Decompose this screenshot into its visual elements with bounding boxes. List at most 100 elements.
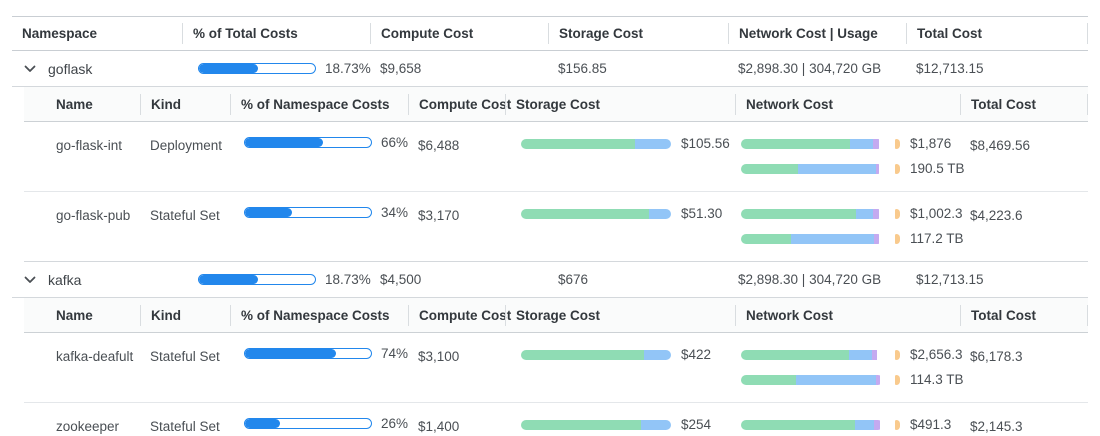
compute-cost-value: $4,500 <box>380 272 422 287</box>
col-header-compute: Compute Cost <box>370 23 548 44</box>
nested-table-header: Name Kind % of Namespace Costs Compute C… <box>24 87 1088 122</box>
network-cost-usage-value: $2,898.30 | 304,720 GB <box>738 61 882 76</box>
network-cost-cell: $491.3 64 TB <box>735 416 960 436</box>
compute-cost-value: $6,488 <box>418 138 460 153</box>
col-header-kind: Kind <box>140 304 230 326</box>
total-cost-value: $2,145.3 <box>970 419 1023 434</box>
pct-total-bar <box>198 63 316 74</box>
col-header-storage: Storage Cost <box>505 93 735 115</box>
network-cost-cell: $1,002.3 117.2 TB <box>735 205 964 247</box>
network-cost-bar <box>741 138 883 149</box>
storage-cost-label: $422 <box>681 347 712 362</box>
namespace-name-cell: goflask <box>12 61 182 77</box>
compute-cost-value: $3,170 <box>418 208 460 223</box>
workload-name: zookeeper <box>56 419 120 434</box>
pct-total-label: 18.73% <box>325 61 371 76</box>
workload-kind: Deployment <box>150 138 223 153</box>
storage-cost-label: $51.30 <box>681 206 723 221</box>
chevron-down-icon[interactable] <box>22 63 38 75</box>
network-usage-label: 117.2 TB <box>910 231 964 246</box>
col-header-pct-total: % of Total Costs <box>182 23 370 44</box>
storage-cost-value: $156.85 <box>558 61 607 76</box>
pct-total-bar <box>198 274 316 285</box>
total-cost-value: $4,223.6 <box>970 208 1023 223</box>
compute-cost-value: $9,658 <box>380 61 422 76</box>
storage-cost-value: $676 <box>558 272 589 287</box>
col-header-storage: Storage Cost <box>548 23 728 44</box>
col-header-pct-namespace: % of Namespace Costs <box>230 304 408 326</box>
network-usage-bar <box>741 374 883 385</box>
network-cost-label: $2,656.3 <box>910 347 963 362</box>
col-header-network: Network Cost <box>735 304 960 326</box>
pct-namespace-label: 66% <box>381 135 409 150</box>
pct-namespace-cell: 34% <box>230 205 408 220</box>
total-cost-value: $12,713.15 <box>916 272 984 287</box>
workload-name: go-flask-pub <box>56 208 131 223</box>
workload-row-kafka-deafult[interactable]: kafka-deafult Stateful Set 74% $3,100 $4… <box>24 333 1088 403</box>
network-usage-bar <box>741 163 883 174</box>
pct-namespace-cell: 66% <box>230 135 408 150</box>
network-cost-usage-value: $2,898.30 | 304,720 GB <box>738 272 882 287</box>
network-usage-bar <box>741 233 883 244</box>
pct-total-cell: 18.73% <box>182 272 371 287</box>
network-cost-label: $1,876 <box>910 136 952 151</box>
main-table-header: Namespace % of Total Costs Compute Cost … <box>12 16 1088 51</box>
pct-namespace-bar <box>244 207 372 218</box>
network-cost-bar <box>741 419 883 430</box>
compute-cost-value: $1,400 <box>418 419 460 434</box>
col-header-name: Name <box>56 307 93 323</box>
namespace-name: kafka <box>48 271 82 288</box>
storage-cost-bar <box>521 138 671 149</box>
workload-name: go-flask-int <box>56 138 123 153</box>
compute-cost-value: $3,100 <box>418 349 460 364</box>
network-cost-bar <box>741 208 883 219</box>
col-header-total: Total Cost <box>960 304 1088 326</box>
col-header-total: Total Cost <box>960 93 1088 115</box>
storage-cost-label: $254 <box>681 417 712 432</box>
pct-namespace-bar <box>244 137 372 148</box>
total-cost-value: $8,469.56 <box>970 138 1031 153</box>
chevron-down-icon[interactable] <box>22 274 38 286</box>
workload-kind: Stateful Set <box>150 419 220 434</box>
workload-row-go-flask-pub[interactable]: go-flask-pub Stateful Set 34% $3,170 $51… <box>24 192 1088 262</box>
col-header-network: Network Cost | Usage <box>728 23 906 44</box>
storage-cost-bar <box>521 349 671 360</box>
goflask-workloads-table: Name Kind % of Namespace Costs Compute C… <box>24 87 1088 262</box>
workload-name: kafka-deafult <box>56 349 134 364</box>
col-header-total: Total Cost <box>906 23 1088 44</box>
pct-namespace-label: 74% <box>381 346 409 361</box>
pct-namespace-bar <box>244 418 372 429</box>
network-cost-label: $1,002.3 <box>910 206 963 221</box>
storage-cost-bar <box>521 419 671 430</box>
workload-row-zookeeper[interactable]: zookeeper Stateful Set 26% $1,400 $254 <box>24 403 1088 436</box>
network-usage-label: 190.5 TB <box>910 161 965 176</box>
storage-cost-cell: $254 <box>505 416 735 433</box>
pct-total-label: 18.73% <box>325 272 371 287</box>
kafka-workloads-table: Name Kind % of Namespace Costs Compute C… <box>24 298 1088 436</box>
pct-namespace-cell: 74% <box>230 346 408 361</box>
storage-cost-label: $105.56 <box>681 136 730 151</box>
storage-cost-cell: $422 <box>505 346 735 363</box>
col-header-network: Network Cost <box>735 93 960 115</box>
workload-kind: Stateful Set <box>150 349 220 364</box>
namespace-row-kafka[interactable]: kafka 18.73% $4,500 $676 $2,898.30 | 304… <box>12 262 1088 298</box>
network-cost-cell: $2,656.3 114.3 TB <box>735 346 964 388</box>
network-cost-label: $491.3 <box>910 417 952 432</box>
namespace-cost-table: Namespace % of Total Costs Compute Cost … <box>12 0 1088 436</box>
col-header-kind: Kind <box>140 93 230 115</box>
namespace-name-cell: kafka <box>12 272 182 288</box>
storage-cost-cell: $105.56 <box>505 135 735 152</box>
col-header-pct-namespace: % of Namespace Costs <box>230 93 408 115</box>
total-cost-value: $12,713.15 <box>916 61 984 76</box>
namespace-name: goflask <box>48 60 93 77</box>
col-header-namespace: Namespace <box>22 26 98 41</box>
pct-namespace-cell: 26% <box>230 416 408 431</box>
pct-total-cell: 18.73% <box>182 61 371 76</box>
storage-cost-cell: $51.30 <box>505 205 735 222</box>
col-header-compute: Compute Cost <box>408 93 511 115</box>
namespace-row-goflask[interactable]: goflask 18.73% $9,658 $156.85 $2,898.30 … <box>12 51 1088 87</box>
pct-namespace-bar <box>244 348 372 359</box>
workload-row-go-flask-int[interactable]: go-flask-int Deployment 66% $6,488 $105.… <box>24 122 1088 192</box>
network-cost-cell: $1,876 190.5 TB <box>735 135 965 177</box>
